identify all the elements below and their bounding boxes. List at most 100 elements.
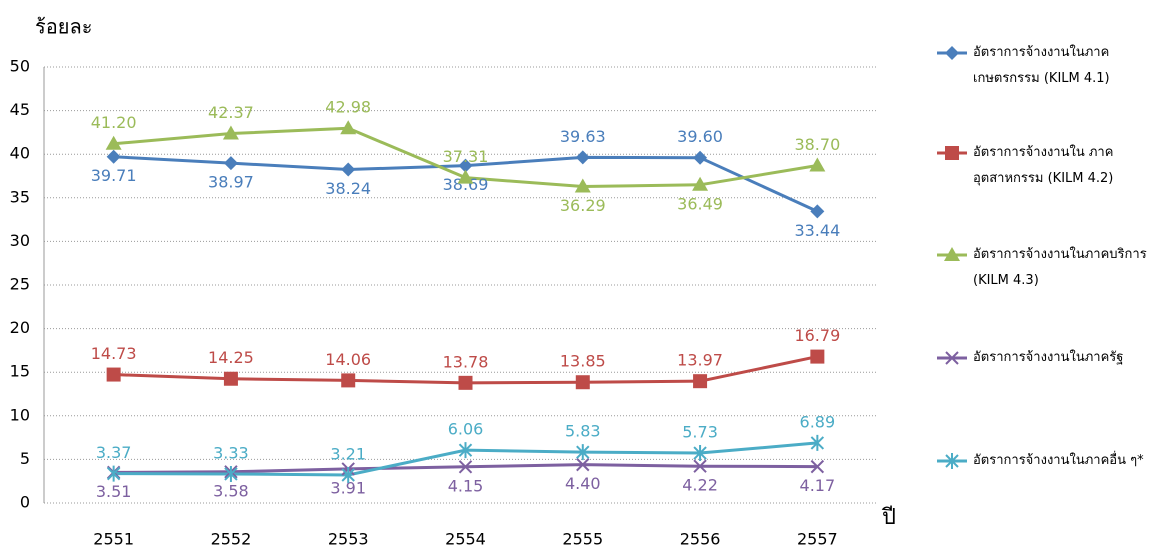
legend-swatch bbox=[937, 247, 967, 261]
data-label: 5.73 bbox=[682, 423, 718, 442]
y-tick-label: 0 bbox=[20, 493, 30, 512]
marker bbox=[575, 375, 590, 390]
legend-label: อัตราการจ้างงานในภาค เกษตรกรรม (KILM 4.1… bbox=[973, 45, 1110, 86]
marker bbox=[458, 158, 473, 173]
marker bbox=[575, 150, 590, 165]
marker bbox=[223, 156, 238, 171]
data-label: 38.70 bbox=[794, 135, 840, 154]
marker bbox=[458, 442, 473, 459]
x-tick-label: 2556 bbox=[680, 530, 721, 548]
data-label: 4.22 bbox=[682, 476, 718, 495]
marker bbox=[692, 176, 709, 191]
marker bbox=[106, 367, 121, 382]
data-label: 42.98 bbox=[325, 98, 371, 117]
y-tick-label: 40 bbox=[10, 144, 30, 163]
marker bbox=[810, 434, 825, 451]
y-tick-label: 30 bbox=[10, 231, 30, 250]
data-label: 38.97 bbox=[208, 173, 254, 192]
data-label: 39.63 bbox=[560, 127, 606, 146]
data-label: 14.06 bbox=[325, 350, 371, 369]
data-label: 4.15 bbox=[448, 476, 484, 495]
legend-swatch bbox=[937, 453, 967, 469]
x-tick-label: 2553 bbox=[328, 530, 369, 548]
data-label: 36.29 bbox=[560, 196, 606, 215]
marker bbox=[693, 445, 707, 462]
data-label: 6.06 bbox=[448, 420, 484, 439]
data-label: 13.97 bbox=[677, 351, 723, 370]
marker bbox=[574, 178, 591, 193]
x-tick-label: 2552 bbox=[211, 530, 252, 548]
data-label: 6.89 bbox=[800, 412, 836, 431]
marker bbox=[945, 351, 959, 365]
y-tick-label: 50 bbox=[10, 57, 30, 76]
data-label: 4.17 bbox=[800, 476, 836, 495]
marker bbox=[105, 135, 122, 150]
data-label: 39.60 bbox=[677, 127, 723, 146]
legend-swatch bbox=[937, 146, 967, 160]
data-label: 37.31 bbox=[443, 147, 489, 166]
legend-label: อัตราการจ้างงานในภาคบริการ (KILM 4.3) bbox=[973, 247, 1147, 288]
marker bbox=[810, 204, 825, 219]
y-tick-label: 45 bbox=[10, 100, 30, 119]
x-tick-label: 2554 bbox=[445, 530, 486, 548]
legend-entry: อัตราการจ้างงานใน ภาคอุตสาหกรรม (KILM 4.… bbox=[935, 140, 1155, 192]
legend-swatch bbox=[937, 351, 967, 365]
y-axis-label: ร้อยละ bbox=[35, 15, 92, 39]
legend-entry: อัตราการจ้างงานในภาคบริการ (KILM 4.3) bbox=[935, 242, 1155, 294]
marker bbox=[945, 146, 959, 160]
marker bbox=[693, 374, 708, 389]
y-tick-label: 5 bbox=[20, 449, 30, 468]
data-label: 33.44 bbox=[794, 221, 840, 240]
marker bbox=[693, 150, 708, 165]
data-label: 13.85 bbox=[560, 352, 606, 371]
marker bbox=[810, 459, 825, 474]
y-tick-label: 20 bbox=[10, 318, 30, 337]
marker bbox=[945, 453, 959, 469]
data-label: 4.40 bbox=[565, 474, 601, 493]
y-tick-label: 15 bbox=[10, 362, 30, 381]
data-label: 3.37 bbox=[96, 443, 132, 462]
data-label: 3.58 bbox=[213, 481, 249, 500]
data-label: 38.69 bbox=[443, 175, 489, 194]
marker bbox=[224, 465, 238, 482]
data-label: 3.51 bbox=[96, 482, 132, 501]
data-label: 13.78 bbox=[443, 352, 489, 371]
data-label: 3.91 bbox=[330, 478, 366, 497]
data-label: 41.20 bbox=[91, 113, 137, 132]
legend-label: อัตราการจ้างงานในภาครัฐ bbox=[973, 350, 1124, 365]
data-label: 3.33 bbox=[213, 443, 249, 462]
marker bbox=[810, 349, 825, 364]
marker bbox=[576, 444, 590, 461]
x-tick-label: 2551 bbox=[93, 530, 134, 548]
data-label: 14.25 bbox=[208, 348, 254, 367]
data-label: 5.83 bbox=[565, 422, 601, 441]
legend-swatch bbox=[937, 46, 967, 60]
legend-entry: อัตราการจ้างงานในภาครัฐ bbox=[935, 345, 1155, 371]
marker bbox=[223, 371, 238, 386]
marker bbox=[341, 162, 356, 177]
marker bbox=[341, 373, 356, 388]
marker bbox=[945, 46, 959, 60]
data-label: 36.49 bbox=[677, 194, 723, 213]
marker bbox=[458, 460, 473, 474]
marker bbox=[341, 467, 355, 484]
marker bbox=[693, 459, 707, 473]
marker bbox=[809, 157, 826, 172]
x-axis-label: ปี bbox=[881, 505, 896, 530]
marker bbox=[458, 375, 473, 390]
legend-entry: อัตราการจ้างงานในภาค เกษตรกรรม (KILM 4.1… bbox=[935, 40, 1155, 92]
marker bbox=[576, 457, 590, 472]
marker bbox=[944, 247, 960, 261]
x-tick-label: 2555 bbox=[562, 530, 603, 548]
data-label: 14.73 bbox=[91, 344, 137, 363]
marker bbox=[340, 120, 357, 135]
y-tick-label: 25 bbox=[10, 275, 30, 294]
legend-entry: อัตราการจ้างงานในภาคอื่น ๆ* bbox=[935, 448, 1155, 474]
marker bbox=[222, 125, 239, 140]
legend-label: อัตราการจ้างงานในภาคอื่น ๆ* bbox=[973, 453, 1144, 468]
data-label: 42.37 bbox=[208, 103, 254, 122]
data-label: 38.24 bbox=[325, 179, 371, 198]
x-tick-label: 2557 bbox=[797, 530, 838, 548]
